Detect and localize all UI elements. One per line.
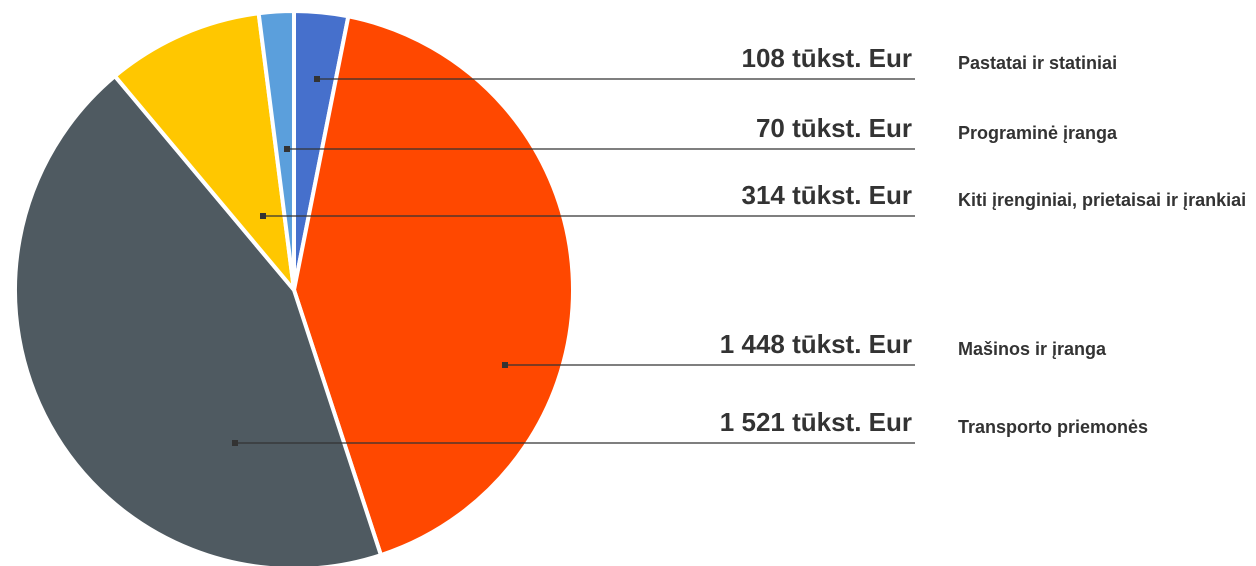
leader-dot xyxy=(502,362,508,368)
leader-dot xyxy=(260,213,266,219)
value-label: 70 tūkst. Eur xyxy=(755,113,912,143)
pie-slice xyxy=(112,11,297,297)
pie-slice xyxy=(291,13,575,558)
pie-slice xyxy=(256,8,296,291)
category-label: Transporto priemonės xyxy=(958,417,1149,437)
category-label: Mašinos ir įranga xyxy=(958,339,1107,359)
value-label: 314 tūkst. Eur xyxy=(741,180,912,210)
category-label: Kiti įrenginiai, prietaisai ir įrankiai xyxy=(958,190,1247,210)
leader-dot xyxy=(232,440,238,446)
category-label: Programinė įranga xyxy=(958,123,1118,143)
value-label: 1 448 tūkst. Eur xyxy=(719,329,912,359)
value-label: 1 521 tūkst. Eur xyxy=(719,407,912,437)
leader-dot xyxy=(284,146,290,152)
value-label: 108 tūkst. Eur xyxy=(741,43,912,73)
category-label: Pastatai ir statiniai xyxy=(958,53,1118,73)
leader-dot xyxy=(314,76,320,82)
